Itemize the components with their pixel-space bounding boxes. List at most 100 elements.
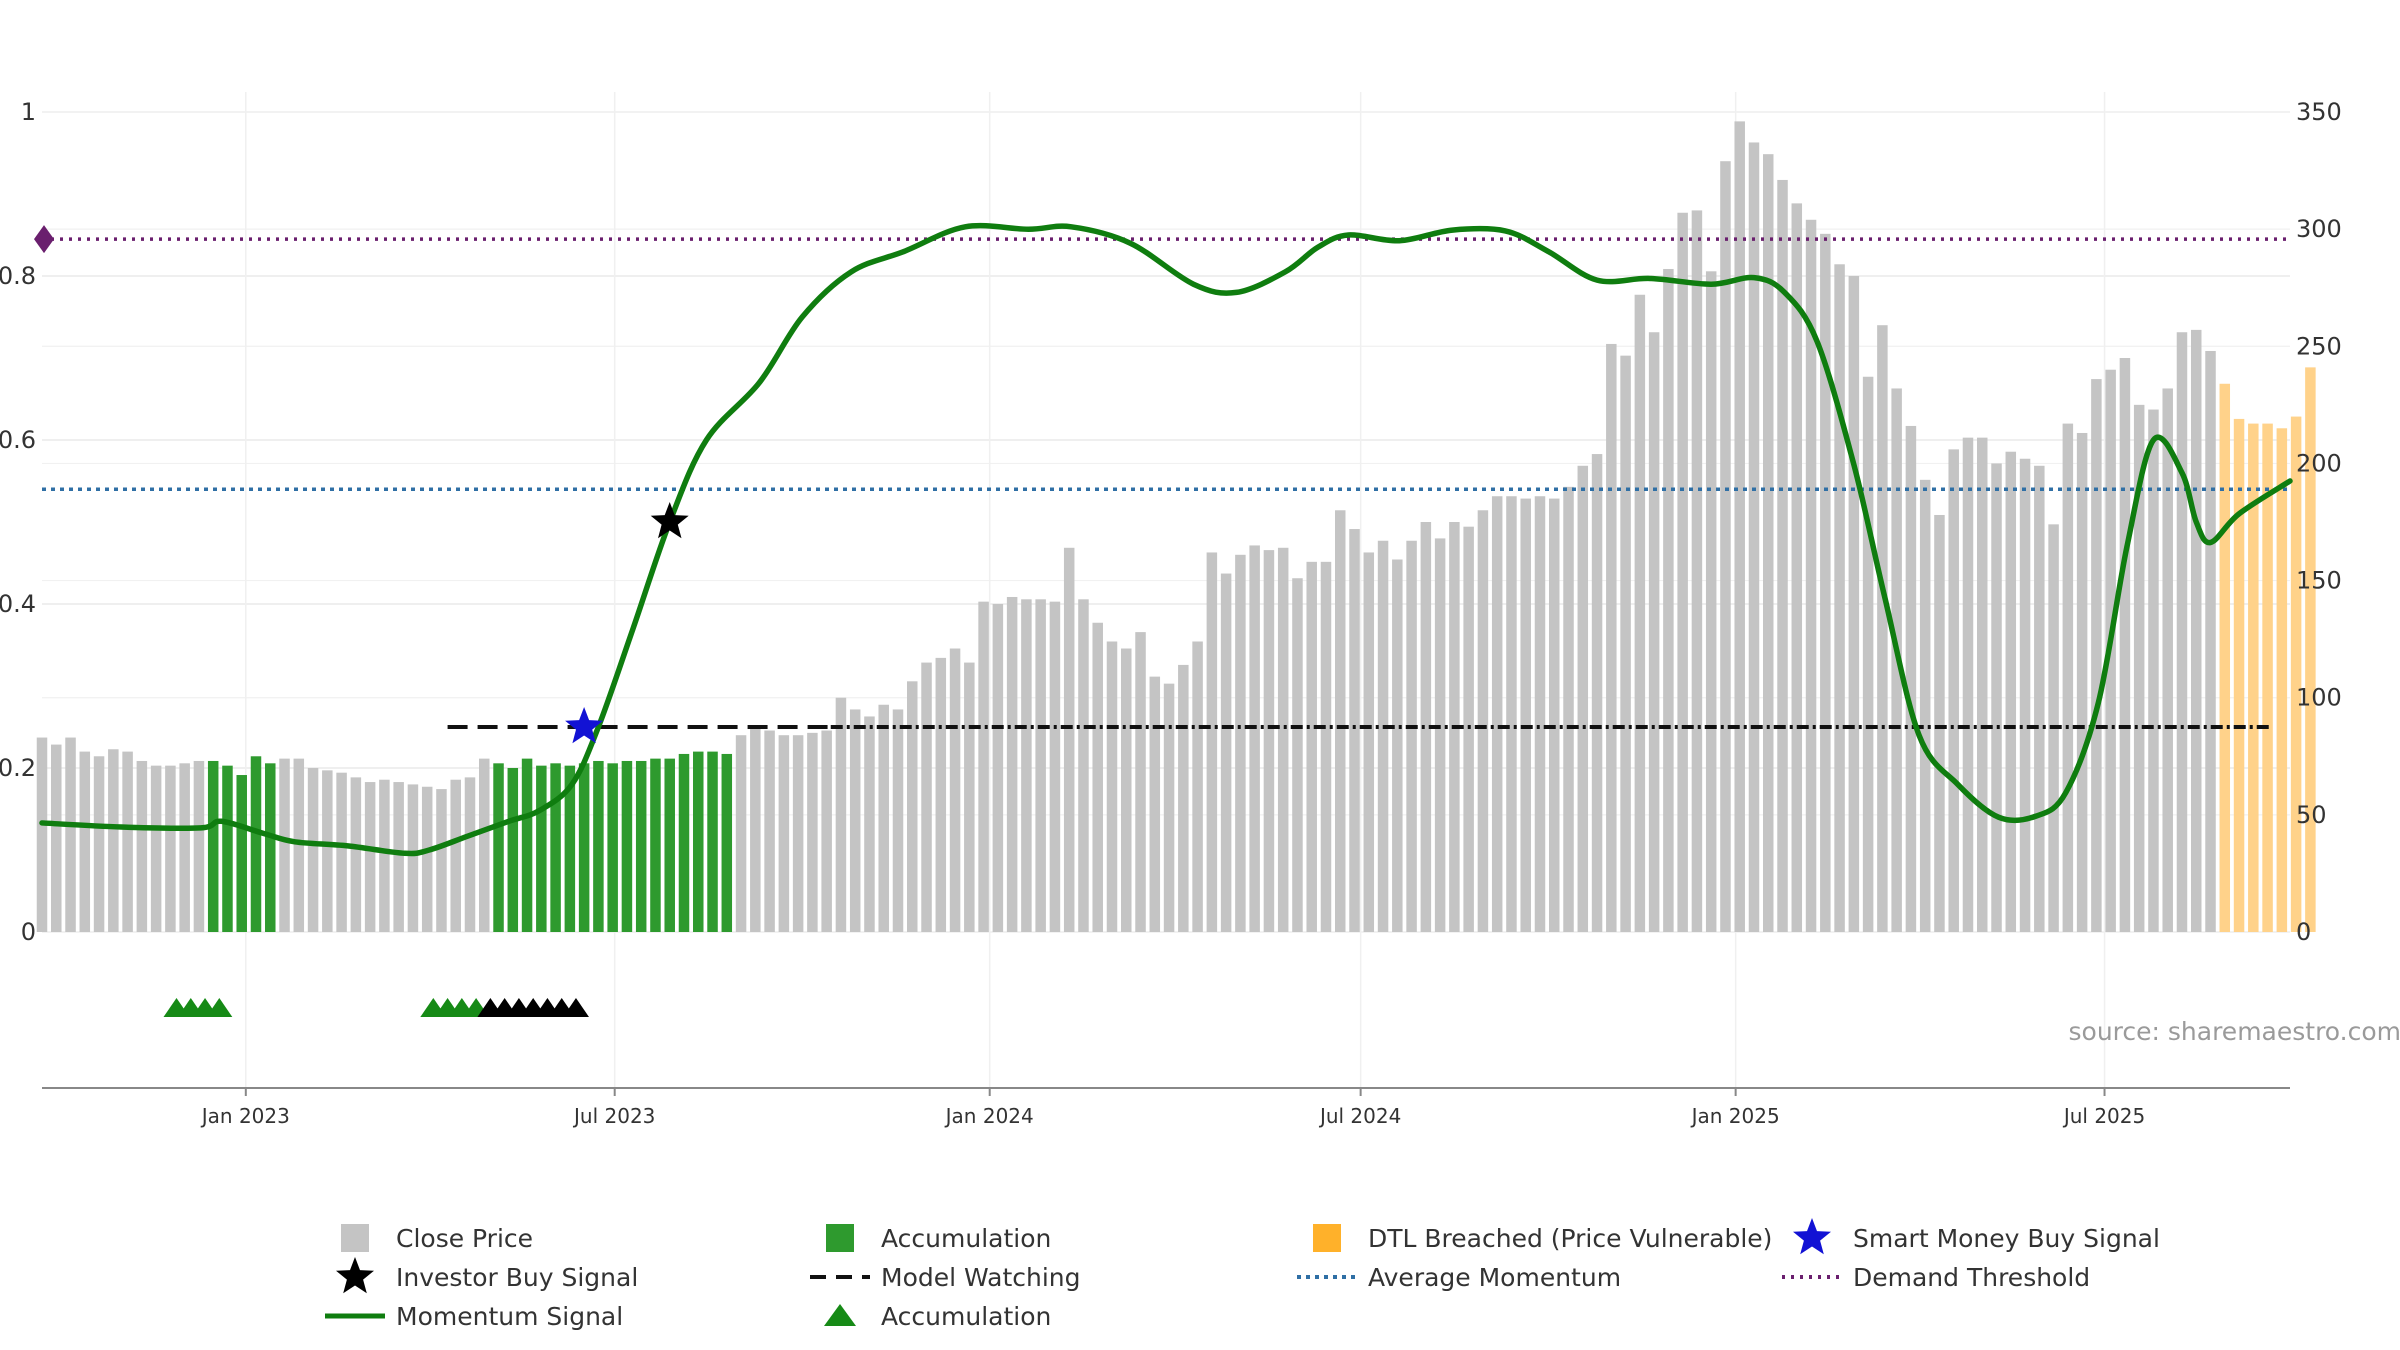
legend-swatch-dtl-breached: [1313, 1224, 1341, 1252]
legend: Close Price Accumulation DTL Breached (Pri…: [325, 1218, 2160, 1331]
close-price-bar: [978, 601, 989, 932]
close-price-bar: [921, 662, 932, 932]
close-price-bar: [1991, 463, 2002, 932]
close-price-bar: [93, 756, 105, 932]
close-price-bar: [2019, 458, 2031, 932]
legend-label: Model Watching: [881, 1263, 1081, 1292]
close-price-bar: [1748, 142, 1760, 932]
smart-money-buy-signal-star: [565, 707, 604, 744]
right-tick-label: 300: [2296, 215, 2342, 243]
left-tick-label: 0: [21, 918, 36, 946]
close-price-bar: [1549, 498, 1560, 932]
legend-star-smart-money: [1793, 1218, 1831, 1255]
right-tick-label: 350: [2296, 98, 2342, 126]
close-price-bar: [1349, 529, 1360, 932]
close-price-bar: [436, 789, 447, 932]
legend-swatch-close-price: [341, 1224, 369, 1252]
x-tick-label: Jan 2025: [1690, 1104, 1780, 1128]
close-price-bar: [878, 704, 889, 932]
close-price-bar: [1149, 676, 1161, 932]
legend-triangle-accumulation: [824, 1304, 856, 1326]
close-price-bar: [2133, 404, 2145, 932]
accumulation-bar: [593, 760, 604, 932]
close-price-bar: [136, 760, 148, 932]
close-price-bar: [1121, 648, 1132, 932]
accumulation-bar: [250, 756, 262, 932]
close-price-bar: [1249, 545, 1260, 932]
close-price-bar: [735, 735, 747, 932]
close-price-bar: [1905, 425, 1917, 932]
close-price-bar: [1463, 526, 1474, 932]
close-price-bar: [1919, 479, 1931, 932]
close-price-bar: [1006, 596, 1018, 932]
close-price-bar: [122, 751, 133, 932]
close-price-bar: [778, 735, 790, 932]
demand-threshold-marker: [34, 225, 54, 254]
accumulation-triangle: [206, 998, 233, 1017]
accumulation-bar: [621, 760, 633, 932]
close-price-bar: [2005, 451, 2017, 932]
close-price-bar: [892, 709, 904, 932]
close-price-bar: [949, 648, 961, 932]
right-tick-label: 50: [2296, 801, 2327, 829]
close-price-bar: [1763, 154, 1774, 932]
legend-label: Accumulation: [881, 1302, 1051, 1331]
x-tick-label: Jul 2025: [2062, 1104, 2145, 1128]
left-tick-label: 0.6: [0, 426, 36, 454]
close-price-bar: [1663, 268, 1674, 932]
close-price-bar: [1977, 437, 1988, 932]
close-price-bar: [350, 777, 362, 932]
legend-label: Close Price: [396, 1224, 533, 1253]
close-price-bar: [421, 786, 433, 932]
close-price-bar: [293, 758, 305, 932]
close-price-bar: [464, 777, 476, 932]
close-price-bar: [1377, 540, 1389, 932]
accumulation-bar: [493, 763, 504, 932]
accumulation-bar: [693, 751, 704, 932]
close-price-bar: [907, 681, 918, 932]
investor-buy-signal-star: [650, 502, 689, 539]
close-price-bar: [2091, 379, 2102, 933]
close-price-bar: [307, 768, 319, 932]
close-price-bar: [1135, 632, 1146, 932]
close-price-bar: [1805, 219, 1817, 932]
close-price-bar: [835, 697, 847, 932]
left-tick-label: 1: [21, 98, 36, 126]
close-price-bar: [1777, 179, 1788, 932]
close-price-bar: [792, 735, 804, 932]
close-price-bar: [1277, 547, 1289, 932]
close-price-bar: [179, 763, 190, 932]
close-price-bar: [51, 744, 62, 932]
close-price-bar: [1691, 210, 1703, 932]
right-tick-label: 250: [2296, 332, 2342, 360]
close-price-bar: [1962, 437, 1974, 932]
accumulation-bar: [707, 751, 718, 932]
close-price-bar: [1035, 599, 1046, 932]
close-price-bar: [2176, 332, 2188, 932]
accumulation-bar: [564, 765, 576, 932]
accumulation-bar: [635, 760, 647, 932]
accumulation-bar: [664, 758, 675, 932]
accumulation-bar: [265, 763, 276, 932]
x-tick-label: Jan 2023: [200, 1104, 290, 1128]
close-price-bar: [1306, 561, 1317, 932]
close-price-bar: [150, 765, 162, 932]
accumulation-bar: [578, 763, 590, 932]
close-price-bar: [1648, 332, 1660, 932]
close-price-bar: [322, 770, 333, 932]
dtl-breached-bar: [2233, 418, 2245, 932]
accumulation-bar: [521, 758, 533, 932]
close-price-bar: [407, 784, 419, 932]
close-price-bar: [1506, 496, 1517, 932]
x-tick-label: Jan 2024: [944, 1104, 1034, 1128]
close-price-bar: [65, 737, 76, 932]
close-price-bar: [1705, 271, 1717, 932]
close-price-bar: [1877, 325, 1888, 932]
dtl-breached-bar: [2276, 428, 2288, 932]
close-price-bar: [193, 760, 205, 932]
x-tick-label: Jul 2024: [1318, 1104, 1401, 1128]
accumulation-bar: [222, 765, 233, 932]
close-price-bar: [1591, 454, 1603, 932]
close-price-bar: [2076, 432, 2088, 932]
close-price-bar: [1320, 561, 1332, 932]
